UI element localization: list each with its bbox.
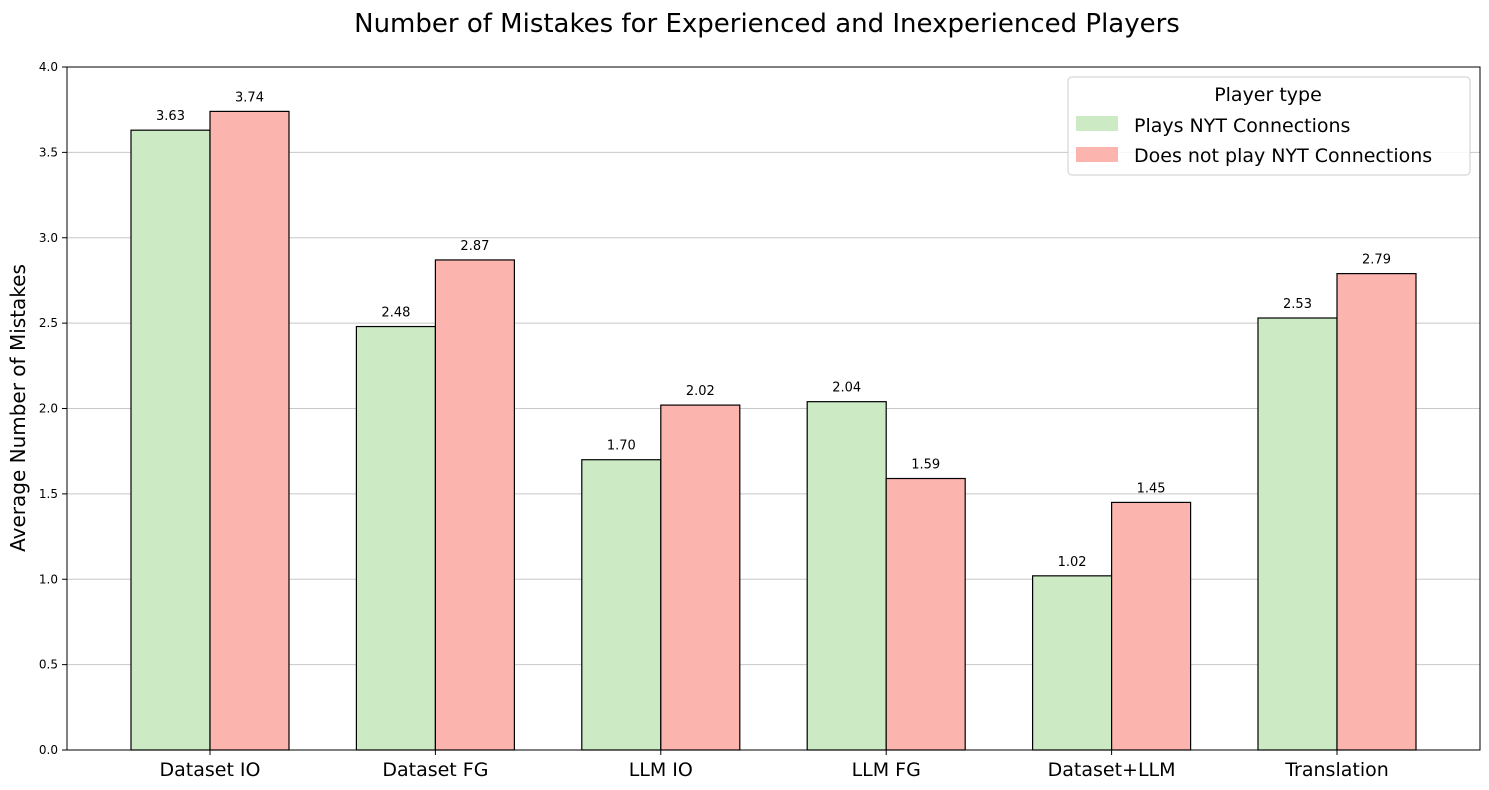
x-tick-label: Dataset+LLM [1048, 759, 1176, 781]
bar-value-label: 1.02 [1058, 555, 1087, 570]
bar-plays-4 [1031, 575, 1113, 751]
bar-does-not-play-4 [1110, 501, 1192, 751]
bar-value-label: 2.48 [381, 306, 410, 321]
bar-does-not-play-2 [660, 404, 741, 751]
y-axis-ticks: 0.0 0.5 1.0 1.5 2.0 2.5 3.0 3.5 4.0 [39, 60, 67, 757]
y-tick-label: 0.5 [39, 658, 58, 672]
x-tick-label: Dataset FG [382, 759, 488, 781]
bar-value-label: 1.70 [607, 439, 636, 454]
legend-box [1067, 76, 1471, 176]
legend-entry-does-not-play: Does not play NYT Connections [1134, 145, 1432, 167]
plot-area-frame [66, 66, 1481, 751]
bar-does-not-play-3 [885, 477, 966, 751]
x-tick-label: LLM IO [629, 759, 693, 781]
bar-value-label: 3.63 [156, 109, 185, 124]
bar-plays-2 [581, 459, 662, 751]
legend-entry-plays: Plays NYT Connections [1134, 115, 1350, 137]
y-tick-label: 4.0 [39, 60, 58, 74]
bars [130, 110, 1417, 751]
bar-does-not-play-5 [1336, 273, 1417, 751]
y-tick-label: 3.0 [39, 231, 58, 245]
x-axis-ticks: Dataset IO Dataset FG LLM IO LLM FG Dataset+… [159, 750, 1389, 781]
y-tick-label: 0.0 [39, 743, 58, 757]
bar-value-label: 1.59 [911, 458, 940, 473]
x-tick-label: Translation [1284, 759, 1389, 781]
bar-value-label: 1.45 [1137, 481, 1166, 496]
x-tick-label: LLM FG [852, 759, 921, 781]
bar-value-label: 2.04 [832, 381, 861, 396]
bar-value-label: 2.53 [1283, 297, 1312, 312]
y-tick-label: 1.0 [39, 572, 58, 586]
y-tick-label: 3.5 [39, 145, 58, 159]
bar-value-label: 2.02 [686, 384, 715, 399]
bar-plays-5 [1257, 317, 1338, 751]
bar-plays-1 [355, 325, 436, 751]
bar-does-not-play-1 [434, 259, 515, 751]
y-tick-label: 1.5 [39, 487, 58, 501]
gridlines [67, 151, 1480, 666]
value-labels: 3.63 2.48 1.70 2.04 1.02 2.53 3.74 2.87 2.02 1.59… [156, 90, 1391, 569]
chart-title: Number of Mistakes for Experienced and I… [354, 9, 1180, 39]
legend-swatch-plays [1076, 116, 1118, 131]
y-tick-label: 2.0 [39, 402, 58, 416]
x-tick-label: Dataset IO [159, 759, 260, 781]
bar-plays-3 [806, 401, 887, 751]
legend: Player type Plays NYT Connections Does n… [1067, 76, 1471, 176]
legend-swatch-does-not-play [1076, 147, 1118, 162]
bar-value-label: 3.74 [235, 90, 264, 105]
bar-plays-0 [130, 129, 211, 751]
bar-value-label: 2.79 [1362, 253, 1391, 268]
bar-does-not-play-0 [209, 110, 290, 751]
legend-title: Player type [1214, 84, 1322, 106]
y-tick-label: 2.5 [39, 316, 58, 330]
y-axis-label: Average Number of Mistakes [6, 264, 30, 552]
bar-value-label: 2.87 [460, 239, 489, 254]
